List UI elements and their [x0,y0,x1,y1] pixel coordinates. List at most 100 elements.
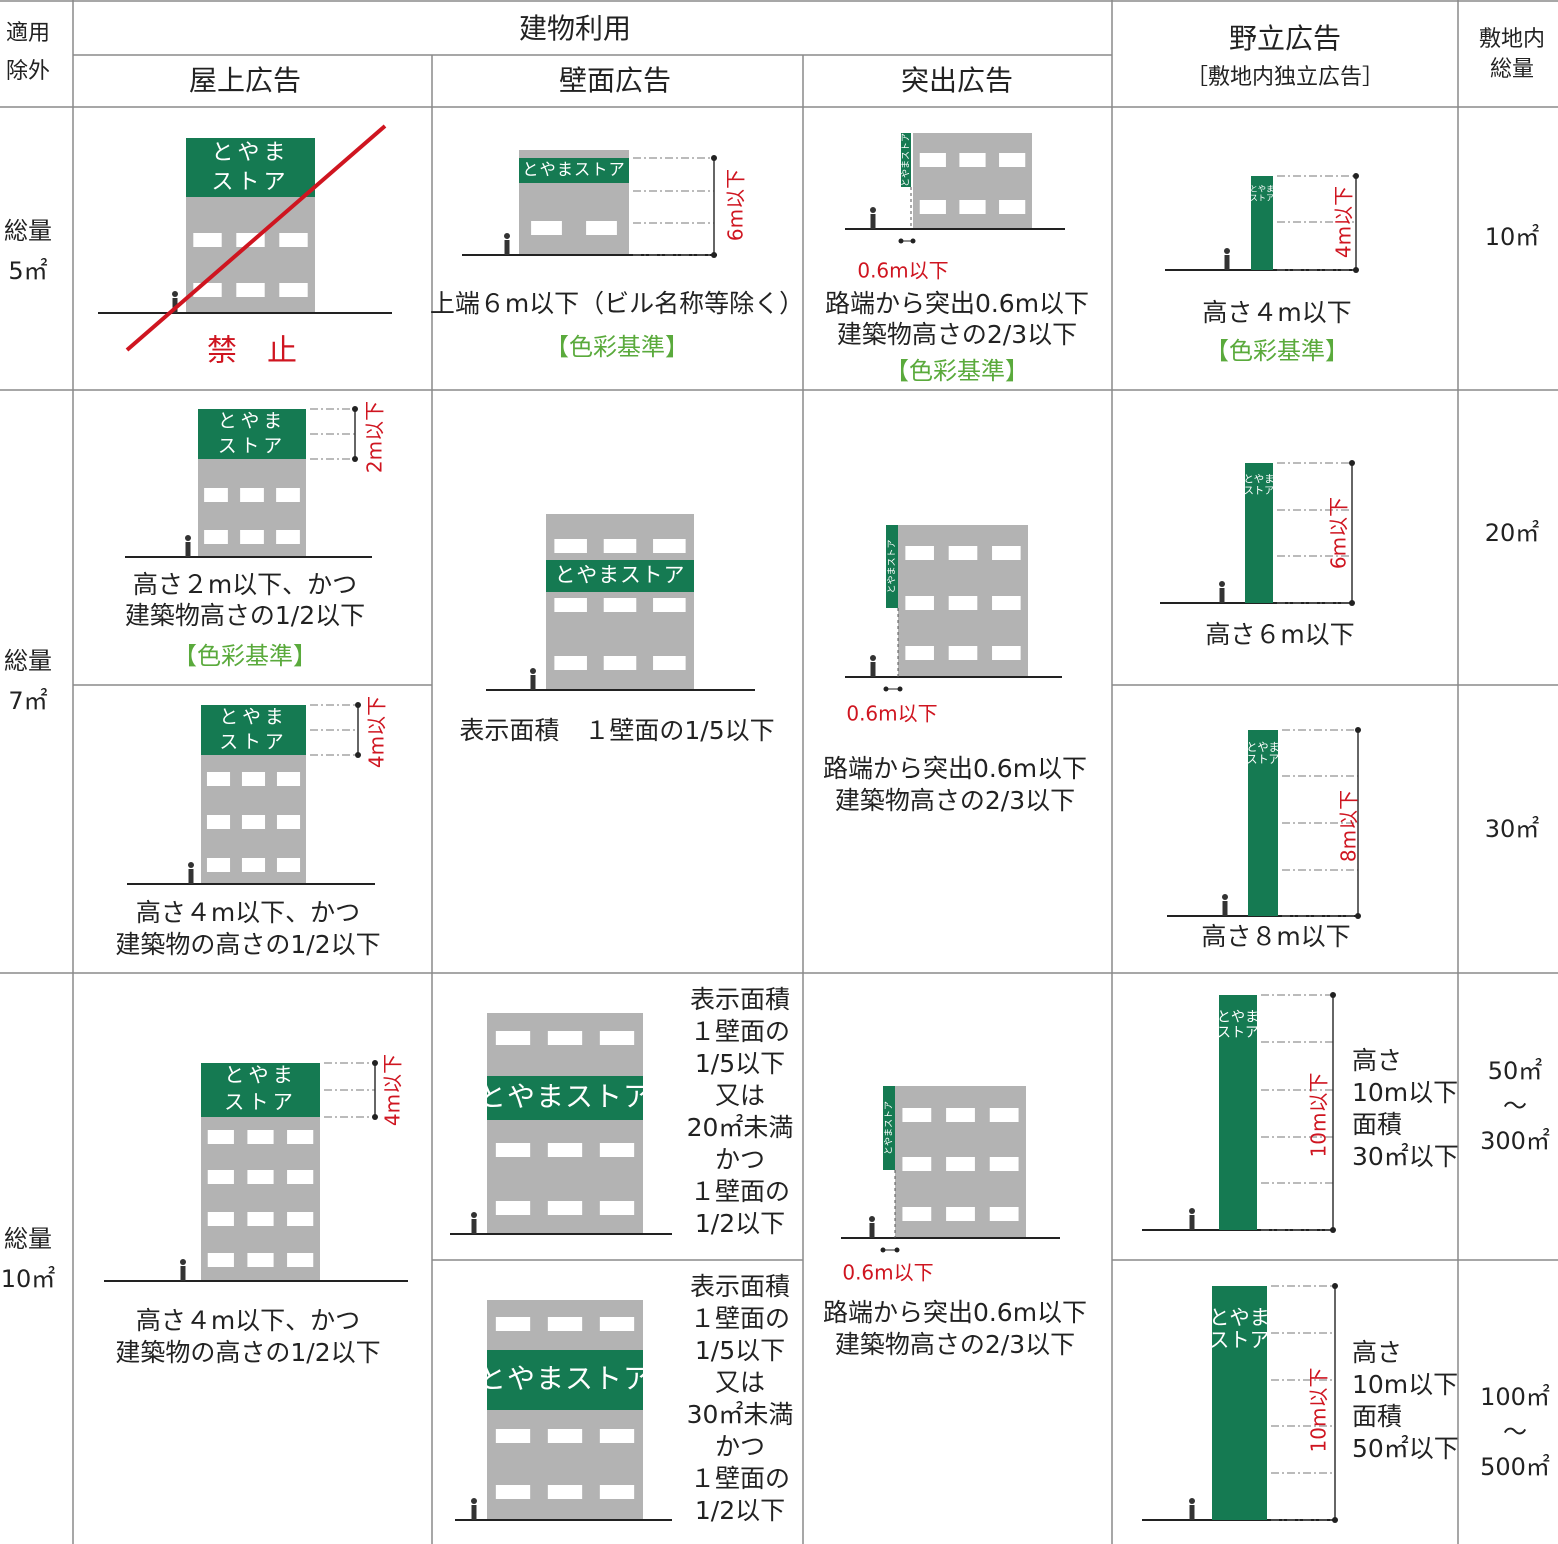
person-body [1222,901,1228,916]
description-text: 高さ８m以下 [1201,922,1350,951]
dimension-dot [1330,1227,1336,1233]
sign-text: ストア [224,1090,297,1114]
description-text: 高さ [1352,1338,1402,1367]
dimension-label: 4m以下 [365,696,389,768]
window [241,772,266,786]
person-head [1222,894,1228,900]
row-label: 総量 [4,1225,52,1253]
header-wall: 壁面広告 [559,64,671,97]
description-text: 高さ６m以下 [1205,620,1354,649]
window [599,1485,635,1499]
window [599,1143,635,1157]
sign [201,1063,320,1117]
header-exempt: 適用 [6,21,50,46]
person-head [1189,1498,1195,1504]
projection-label: 0.6m以下 [857,259,948,283]
site-total: ～ [1503,1418,1527,1446]
description-text: 表示面積 [690,1272,790,1301]
window [287,1253,314,1267]
window [554,598,587,612]
person-body [185,542,191,557]
window [653,656,686,670]
dimension-dot [1355,727,1361,733]
window [999,200,1026,214]
window [547,1429,583,1443]
window [905,646,934,660]
site-total: 100㎡ [1480,1383,1550,1411]
sign [487,1076,643,1120]
sign-text: ストア [1209,1328,1270,1352]
description-text: １壁面の [690,1017,790,1046]
window [919,153,946,167]
sign-text: とやま [1209,1306,1270,1330]
projection-dot [880,1247,886,1253]
sign-text: とやま [1243,474,1274,486]
window [240,530,264,544]
color-standard-note: 【色彩基準】 [545,333,689,361]
sign-text: とやま [1250,184,1274,194]
person-head [1224,248,1230,254]
window [586,221,617,235]
window [919,200,946,214]
dimension-label: 8m以下 [1337,790,1361,862]
projection-dot [897,686,903,692]
dimension-dot [711,252,717,258]
sign [1212,1286,1267,1520]
person-body [869,1223,875,1238]
person-body [504,240,510,255]
description-text: 50㎡以下 [1352,1434,1459,1463]
color-standard-note: 【色彩基準】 [1205,337,1349,365]
prohibition-slash [125,124,387,352]
window [207,1130,234,1144]
person-body [1224,255,1230,270]
window [247,1253,274,1267]
description-text: １壁面の [690,1304,790,1333]
window [992,646,1021,660]
dimension-dot [352,456,358,462]
dimension-dot [355,702,361,708]
sign-text: ストア [218,436,286,457]
description-text: 建築物の高さの1/2以下 [115,930,380,959]
dimension-dot [711,155,717,161]
row-label: 5㎡ [8,257,47,285]
window [495,1429,531,1443]
sign-text: とやま [1217,1009,1259,1025]
window [247,1130,274,1144]
window [554,539,587,553]
window [547,1143,583,1157]
description-text: 建築物高さの2/3以下 [837,320,1077,349]
sign-text: ストア [1246,753,1279,766]
window [204,530,228,544]
dimension-dot [372,1060,378,1066]
window [276,488,300,502]
person-head [1219,581,1225,587]
description-text: 面積 [1352,1402,1402,1431]
person-head [504,233,510,239]
building [913,133,1032,229]
sign [519,158,629,183]
projection-dot [883,686,889,692]
projection-label: 0.6m以下 [842,1261,933,1285]
person-head [172,291,178,297]
sign [186,138,315,197]
description-text: １壁面の [690,1177,790,1206]
sign-text: とやまストア [887,539,898,593]
window [992,596,1021,610]
window [599,1317,635,1331]
dimension-dot [1330,992,1336,998]
header-exempt: 除外 [6,59,50,84]
window [193,233,222,247]
sign [546,560,694,592]
window [495,1031,531,1045]
window [236,283,265,297]
window [206,858,231,872]
window [905,596,934,610]
header-standalone: 野立広告 [1229,22,1341,55]
description-text: 表示面積 [690,985,790,1014]
description-text: 表示面積 １壁面の1/5以下 [459,716,774,745]
description-text: 30㎡以下 [1352,1142,1459,1171]
sign [487,1350,643,1410]
sign [1219,995,1257,1230]
header-standalone-sub: ［敷地内独立広告］ [1186,65,1384,90]
